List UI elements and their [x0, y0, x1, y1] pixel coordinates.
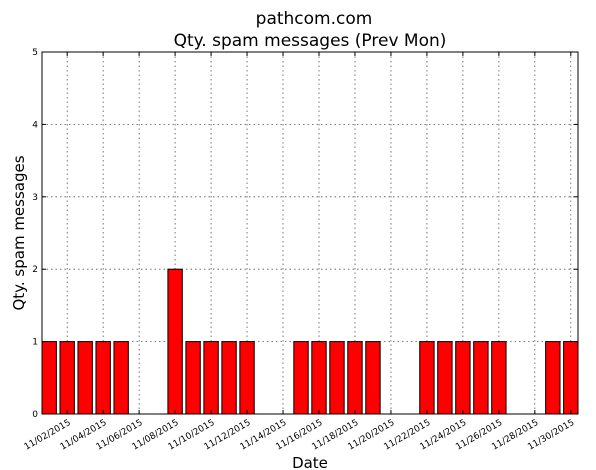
bar-11-10-2015: [203, 341, 219, 415]
bar-11-16-2015: [311, 341, 327, 415]
bar-11-26-2015: [491, 341, 507, 415]
y-tick-label: 1: [32, 338, 38, 348]
bar-11-03-2015: [77, 341, 93, 415]
x-axis-label: Date: [292, 454, 328, 470]
bar-11-30-2015: [563, 341, 579, 415]
bar-11-01-2015: [41, 341, 57, 415]
bar-11-11-2015: [221, 341, 237, 415]
bar-11-12-2015: [239, 341, 255, 415]
bar-11-24-2015: [455, 341, 471, 415]
bar-11-02-2015: [59, 341, 75, 415]
y-tick-label: 2: [32, 265, 38, 275]
bar-11-09-2015: [185, 341, 201, 415]
plot-frame: [41, 51, 579, 415]
y-tick-label: 5: [32, 48, 38, 58]
bar-11-17-2015: [329, 341, 345, 415]
bar-11-22-2015: [419, 341, 435, 415]
y-ticks: 0 1 2 3 4 5: [32, 48, 578, 420]
bar-11-08-2015: [167, 268, 183, 415]
bar-11-04-2015: [95, 341, 111, 415]
bars: [41, 268, 579, 415]
y-tick-label: 0: [32, 410, 38, 420]
bar-11-19-2015: [365, 341, 381, 415]
y-axis-label: Qty. spam messages: [10, 155, 28, 310]
bar-11-29-2015: [545, 341, 561, 415]
chart-subtitle: Qty. spam messages (Prev Mon): [174, 31, 447, 51]
y-tick-label: 3: [32, 193, 38, 203]
chart-title: pathcom.com: [256, 9, 373, 29]
y-tick-label: 4: [32, 120, 38, 130]
bar-11-25-2015: [473, 341, 489, 415]
bar-11-23-2015: [437, 341, 453, 415]
bar-11-18-2015: [347, 341, 363, 415]
bar-11-15-2015: [293, 341, 309, 415]
bar-11-05-2015: [113, 341, 129, 415]
